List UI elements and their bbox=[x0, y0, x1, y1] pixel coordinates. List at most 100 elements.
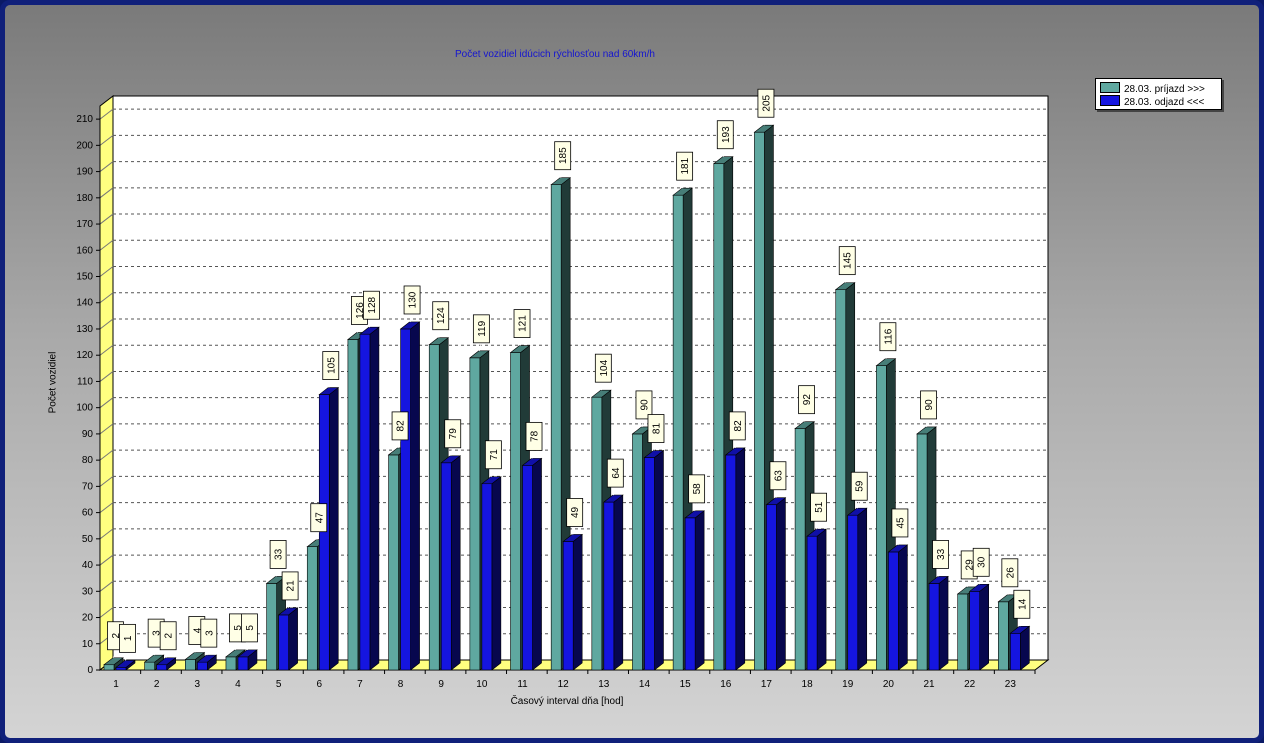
x-tick-label: 14 bbox=[639, 679, 651, 690]
data-label-arrivals-17-box bbox=[757, 88, 775, 118]
x-tick-label: 12 bbox=[558, 679, 570, 690]
bar-departures-19 bbox=[846, 507, 868, 671]
bar-chart: 0102030405060708090100110120130140150160… bbox=[76, 88, 1050, 690]
x-tick-label: 18 bbox=[802, 679, 814, 690]
data-label-departures-5-leader bbox=[287, 599, 291, 609]
gridline-side bbox=[99, 449, 114, 461]
bar-departures-13 bbox=[602, 494, 624, 671]
gridline-side bbox=[99, 397, 114, 409]
data-label-departures-21: 33 bbox=[936, 548, 947, 560]
x-tick-label: 5 bbox=[276, 679, 282, 690]
x-tick-label: 22 bbox=[964, 679, 976, 690]
data-label-departures-14-leader bbox=[653, 442, 657, 451]
data-label-arrivals-17-leader bbox=[763, 117, 767, 126]
bar-departures-4 bbox=[237, 649, 258, 671]
legend: 28.03. príjazd >>> 28.03. odjazd <<< bbox=[1095, 78, 1222, 110]
gridline-side bbox=[99, 423, 114, 435]
data-label-departures-17-leader bbox=[775, 489, 779, 498]
legend-item-arrivals: 28.03. príjazd >>> bbox=[1100, 82, 1205, 95]
data-label-departures-8-box bbox=[403, 285, 421, 315]
data-label-departures-8: 130 bbox=[408, 291, 419, 308]
x-tick-label: 16 bbox=[720, 679, 732, 690]
y-tick-label: 0 bbox=[87, 665, 93, 676]
gridline-side bbox=[99, 239, 114, 251]
legend-swatch-departures bbox=[1100, 95, 1120, 106]
data-label-departures-19: 59 bbox=[855, 480, 866, 492]
data-label-departures-4-box bbox=[241, 613, 258, 643]
y-tick-label: 110 bbox=[77, 376, 93, 387]
data-label-departures-20-box bbox=[891, 508, 909, 538]
bar-departures-11 bbox=[521, 457, 543, 671]
data-label-departures-5-box bbox=[281, 571, 299, 601]
y-tick-label: 160 bbox=[76, 245, 93, 256]
gridline-side bbox=[99, 554, 114, 566]
data-label-departures-15: 58 bbox=[692, 483, 703, 495]
data-label-arrivals-7: 126 bbox=[355, 302, 366, 319]
data-label-arrivals-10-leader bbox=[478, 342, 482, 351]
data-label-arrivals-12: 185 bbox=[558, 147, 569, 164]
data-label-departures-16-leader bbox=[734, 439, 738, 449]
data-label-departures-3-leader bbox=[206, 647, 210, 656]
y-tick-label: 30 bbox=[82, 586, 94, 597]
data-label-arrivals-17: 205 bbox=[761, 94, 772, 111]
data-label-arrivals-20: 116 bbox=[883, 328, 894, 344]
data-label-departures-11-leader bbox=[531, 450, 535, 459]
data-label-departures-13: 64 bbox=[611, 467, 622, 479]
x-tick-label: 20 bbox=[883, 679, 895, 690]
data-label-departures-2-leader bbox=[165, 649, 169, 658]
data-label-departures-18: 51 bbox=[814, 501, 825, 513]
data-label-arrivals-23: 26 bbox=[1005, 567, 1016, 579]
data-label-departures-19-leader bbox=[856, 500, 860, 509]
data-label-departures-21-box bbox=[932, 540, 949, 569]
data-label-departures-1-box bbox=[119, 623, 136, 653]
bar-departures-20 bbox=[887, 544, 909, 671]
x-tick-label: 13 bbox=[598, 679, 610, 690]
data-label-departures-2-box bbox=[159, 621, 177, 651]
data-label-departures-22: 30 bbox=[977, 556, 988, 568]
plot-left-wall bbox=[99, 94, 114, 672]
y-tick-label: 80 bbox=[82, 455, 94, 466]
bar-departures-23 bbox=[1009, 625, 1031, 671]
bar-departures-16 bbox=[724, 447, 746, 671]
x-tick-label: 2 bbox=[154, 679, 160, 690]
y-tick-label: 40 bbox=[82, 560, 94, 571]
x-tick-label: 11 bbox=[517, 679, 528, 690]
data-label-departures-23-leader bbox=[1019, 618, 1023, 627]
data-label-departures-19-box bbox=[850, 471, 868, 501]
data-label-departures-8-leader bbox=[409, 313, 413, 323]
data-label-departures-1: 1 bbox=[123, 635, 134, 641]
data-label-arrivals-21-box bbox=[920, 390, 937, 420]
y-tick-label: 10 bbox=[82, 639, 94, 650]
data-label-arrivals-2-leader bbox=[153, 647, 157, 656]
data-label-departures-18-leader bbox=[816, 521, 820, 530]
data-label-arrivals-16-leader bbox=[722, 148, 726, 157]
gridline-side bbox=[99, 161, 114, 172]
data-label-departures-12: 49 bbox=[570, 506, 581, 518]
gridline-side bbox=[99, 475, 114, 487]
data-label-arrivals-9-box bbox=[432, 301, 450, 331]
data-label-departures-17-box bbox=[769, 461, 787, 491]
data-label-arrivals-9-leader bbox=[438, 329, 442, 338]
data-label-departures-6: 105 bbox=[326, 357, 337, 374]
data-label-departures-14-box bbox=[647, 414, 665, 443]
bar-departures-15 bbox=[684, 510, 706, 671]
y-tick-label: 50 bbox=[82, 534, 94, 545]
y-tick-label: 200 bbox=[76, 140, 93, 151]
data-label-arrivals-3-leader bbox=[194, 644, 198, 653]
data-label-departures-16: 82 bbox=[733, 420, 744, 432]
data-label-departures-9: 79 bbox=[448, 428, 459, 440]
data-label-departures-7-leader bbox=[368, 319, 372, 328]
data-label-arrivals-5: 33 bbox=[274, 548, 285, 560]
data-label-arrivals-1-leader bbox=[113, 649, 116, 658]
y-tick-label: 190 bbox=[76, 167, 93, 178]
data-label-arrivals-11-leader bbox=[519, 337, 523, 346]
gridline-side bbox=[99, 266, 114, 277]
data-label-departures-11: 78 bbox=[530, 430, 541, 442]
data-label-arrivals-4: 5 bbox=[233, 625, 244, 631]
data-label-arrivals-5-leader bbox=[275, 568, 279, 577]
data-label-arrivals-15-leader bbox=[682, 180, 686, 189]
data-label-arrivals-12-box bbox=[554, 141, 572, 171]
data-label-arrivals-22: 29 bbox=[965, 559, 976, 571]
data-label-arrivals-5-box bbox=[269, 540, 287, 569]
